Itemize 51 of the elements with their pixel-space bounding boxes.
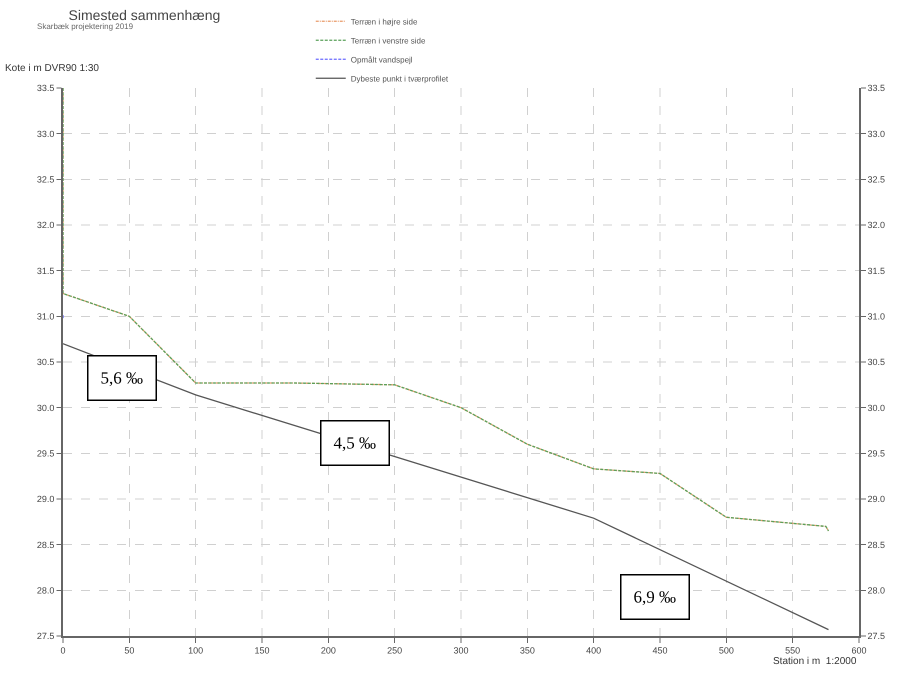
y-tick-label: 28.5 (36, 540, 54, 550)
y2-tick-label: 29.5 (868, 448, 886, 458)
y-tick-label: 32.5 (36, 174, 54, 184)
x-tick-label: 500 (718, 646, 734, 656)
x-tick-label: 300 (453, 646, 469, 656)
y-tick-label: 30.0 (36, 402, 54, 413)
y-tick-label: 33.0 (36, 128, 54, 139)
y-tick-label: 30.5 (36, 357, 54, 368)
legend-label: Opmålt vandspejl (350, 55, 413, 64)
y2-tick-label: 33.0 (868, 128, 886, 139)
y-tick-label: 28.0 (36, 585, 54, 596)
x-tick-label: 250 (387, 646, 402, 656)
x-tick-label: 100 (188, 646, 204, 656)
y2-tick-label: 30.5 (868, 357, 886, 368)
y-tick-label: 32.0 (36, 220, 54, 230)
legend-label: Terræn i højre side (350, 17, 418, 26)
y-tick-label: 27.5 (36, 631, 54, 642)
x-tick-label: 350 (520, 646, 535, 656)
y2-tick-label: 28.0 (868, 585, 886, 596)
x-tick-label: 150 (254, 646, 270, 656)
x-tick-label: 50 (124, 646, 134, 656)
x-axis-title: Station i m 1:2000 (773, 656, 857, 667)
y-tick-label: 29.5 (36, 448, 54, 458)
y-tick-label: 31.0 (36, 311, 54, 322)
y2-tick-label: 29.0 (868, 494, 886, 504)
chart-subtitle: Skarbæk projektering 2019 (37, 22, 134, 31)
x-tick-label: 600 (851, 646, 867, 656)
annotation: 6,9 ‰ (634, 588, 676, 606)
x-tick-label: 550 (785, 646, 800, 656)
y2-tick-label: 33.5 (868, 83, 886, 94)
chart-title: Simested sammenhæng (68, 6, 220, 23)
annotation: 5,6 ‰ (100, 368, 143, 388)
y-tick-label: 33.5 (36, 83, 54, 94)
y-tick-label: 29.0 (36, 494, 54, 504)
line-series (63, 88, 830, 532)
y2-tick-label: 32.0 (868, 220, 886, 230)
y2-tick-label: 32.5 (868, 174, 886, 184)
y2-tick-label: 27.5 (868, 631, 886, 642)
x-tick-label: 0 (60, 646, 66, 656)
y2-tick-label: 31.5 (868, 266, 886, 276)
annotation: 4,5 ‰ (334, 434, 376, 452)
y-axis-title: Kote i m DVR90 1:30 (5, 63, 100, 74)
x-tick-label: 400 (586, 646, 602, 656)
y-tick-label: 31.5 (36, 266, 54, 276)
x-tick-label: 450 (652, 646, 668, 656)
y2-tick-label: 31.0 (868, 311, 886, 322)
y2-tick-label: 28.5 (868, 540, 886, 550)
y2-tick-label: 30.0 (868, 402, 886, 413)
x-tick-label: 200 (320, 646, 336, 656)
legend-label: Terræn i venstre side (350, 36, 426, 46)
legend-label: Dybeste punkt i tværprofilet (350, 74, 449, 84)
